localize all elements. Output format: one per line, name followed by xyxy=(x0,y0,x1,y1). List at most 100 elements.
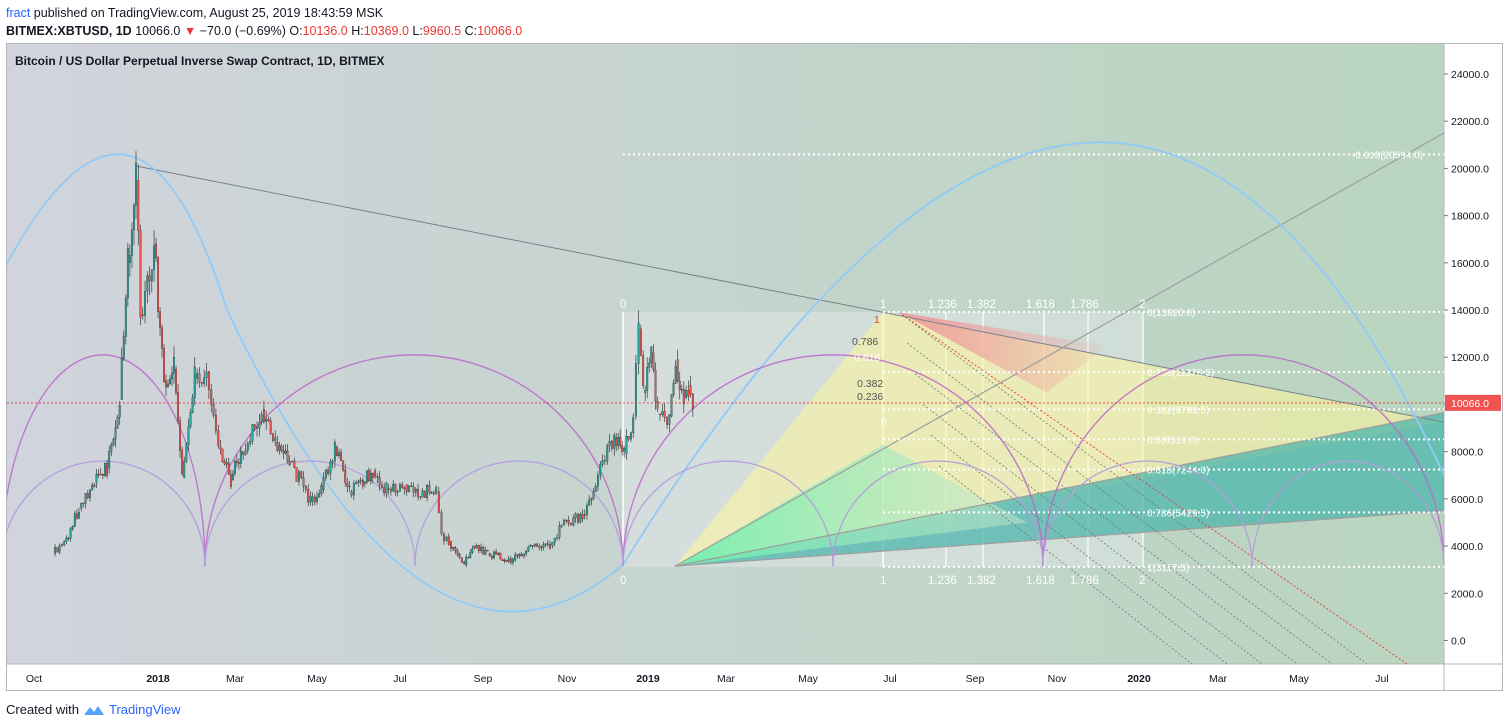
candle-body xyxy=(302,477,305,487)
candle-body xyxy=(428,485,431,493)
candle-body xyxy=(594,486,597,492)
candle-body xyxy=(322,477,325,490)
candle-body xyxy=(520,553,523,557)
candle-body xyxy=(155,243,158,259)
candle-body xyxy=(646,367,649,391)
candle-body xyxy=(565,519,568,522)
candle-body xyxy=(191,397,194,413)
candle-body xyxy=(663,411,666,418)
candle-body xyxy=(570,523,572,526)
candle-body xyxy=(394,484,397,493)
candle-body xyxy=(454,547,457,551)
x-tick-label: Sep xyxy=(474,673,493,685)
purple-arc-small xyxy=(204,460,416,567)
candle-body xyxy=(278,445,281,451)
candle-body xyxy=(185,444,188,462)
candle-body xyxy=(440,512,443,534)
candle-body xyxy=(590,498,593,501)
candle-body xyxy=(274,437,277,441)
candle-body xyxy=(452,547,455,549)
candle-body xyxy=(556,537,559,539)
purple-arc-small xyxy=(622,460,834,567)
candle-body xyxy=(177,392,179,421)
fib-time-label-bottom: 1 xyxy=(880,575,886,587)
candle-body xyxy=(126,248,129,299)
candle-body xyxy=(352,483,355,496)
author-link[interactable]: fract xyxy=(6,6,31,20)
candle-body xyxy=(659,413,661,416)
candle-body xyxy=(572,517,575,526)
candle-body xyxy=(486,550,489,552)
footer: Created with TradingView xyxy=(6,702,181,717)
candle-body xyxy=(139,230,142,318)
candle-body xyxy=(405,484,408,492)
price-change: −70.0 (−0.69%) xyxy=(199,24,286,38)
chart-container[interactable]: -0.618(20594.0) 0(13920.0) 0.236(11370.5) 0… xyxy=(6,43,1503,691)
close-label: C: xyxy=(464,24,478,38)
candle-body xyxy=(430,492,433,494)
candle-body xyxy=(161,327,163,349)
candle-body xyxy=(644,390,647,393)
x-tick-label: 2020 xyxy=(1127,673,1151,685)
y-tick-label: 0.0 xyxy=(1451,636,1466,648)
candle-body xyxy=(460,557,463,563)
candle-body xyxy=(309,495,312,503)
candles xyxy=(54,151,694,568)
candle-body xyxy=(112,439,115,445)
last-price-badge-label: 10066.0 xyxy=(1451,398,1489,410)
candle-body xyxy=(344,469,347,484)
candle-body xyxy=(89,490,91,499)
candle-body xyxy=(338,452,340,457)
candle-body xyxy=(558,525,561,538)
x-tick-label: Nov xyxy=(558,673,577,685)
candle-body xyxy=(267,419,270,421)
publish-line: fract published on TradingView.com, Augu… xyxy=(6,4,522,22)
candle-body xyxy=(674,366,677,384)
purple-arc-small xyxy=(1042,460,1253,567)
candle-body xyxy=(371,472,374,478)
fan-dotted-line xyxy=(906,342,1333,664)
candle-body xyxy=(634,363,637,417)
purple-arc-small xyxy=(7,460,206,567)
fib-time-label-top: 1 xyxy=(880,299,886,311)
candle-body xyxy=(654,369,657,402)
candle-body xyxy=(540,546,543,548)
fib-level-label: 1(3117.5) xyxy=(1147,563,1189,574)
candle-body xyxy=(359,479,362,482)
fib-time-label-top: 1.236 xyxy=(928,299,957,311)
candle-body xyxy=(288,461,291,466)
fib-time-label-top: 2 xyxy=(1139,299,1145,311)
candle-body xyxy=(583,514,586,516)
candle-body xyxy=(529,545,532,547)
candle-body xyxy=(130,229,133,256)
candle-body xyxy=(165,380,167,388)
candle-body xyxy=(104,462,106,476)
candle-body xyxy=(187,426,190,445)
candle-body xyxy=(389,488,392,492)
candle-body xyxy=(414,488,417,493)
candle-body xyxy=(685,390,688,398)
candle-body xyxy=(369,472,372,481)
candle-body xyxy=(689,385,692,395)
candle-body xyxy=(212,404,215,416)
low-value: 9960.5 xyxy=(422,24,462,38)
candle-body xyxy=(574,513,577,519)
candle-body xyxy=(577,513,579,523)
candle-body xyxy=(642,355,645,386)
tradingview-link[interactable]: TradingView xyxy=(108,702,181,717)
candle-body xyxy=(527,546,530,552)
candle-body xyxy=(207,371,210,390)
fan-ratio-label: 1 xyxy=(874,314,880,326)
candle-body xyxy=(316,496,318,502)
candle-body xyxy=(682,389,685,405)
y-tick-label: 2000.0 xyxy=(1451,588,1483,600)
candle-body xyxy=(497,552,500,555)
candle-body xyxy=(167,383,169,388)
price-chart[interactable]: -0.618(20594.0) 0(13920.0) 0.236(11370.5) 0… xyxy=(7,44,1502,690)
fan-ratio-label: 0.618 xyxy=(854,352,880,364)
candle-body xyxy=(163,348,165,383)
candle-body xyxy=(518,553,521,557)
candle-body xyxy=(417,488,419,497)
fan-ratio-label: 0.382 xyxy=(857,378,883,390)
candle-body xyxy=(383,487,386,494)
